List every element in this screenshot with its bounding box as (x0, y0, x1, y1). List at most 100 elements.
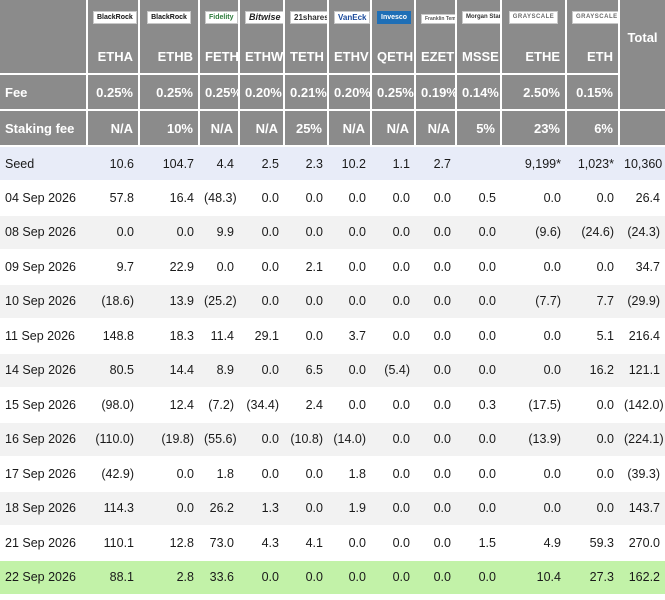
staking-fee-cell: 23% (501, 110, 567, 147)
flow-value: 10.6 (87, 146, 139, 181)
flow-value: 0.0 (371, 284, 415, 319)
flow-value: 0.0 (371, 491, 415, 526)
ticker-header: ETHA (87, 40, 140, 75)
fee-cell: 0.14% (456, 74, 502, 111)
flow-value: 57.8 (87, 180, 139, 216)
flow-value: 0.0 (371, 180, 415, 216)
fee-cell: 0.25% (87, 74, 140, 111)
flow-value: 0.0 (501, 180, 566, 216)
flow-value: 0.0 (328, 284, 371, 319)
flow-value: 0.0 (328, 249, 371, 285)
flow-value: 2.1 (284, 249, 328, 285)
staking-fee-cell: 10% (139, 110, 200, 147)
ticker-header: EZET (415, 40, 457, 75)
row-total: (224.1) (619, 422, 665, 457)
row-date: 08 Sep 2026 (0, 215, 87, 250)
flow-value: 26.2 (199, 491, 239, 526)
flow-value: 0.0 (139, 491, 199, 526)
issuer-logo-cell: GRAYSCALE (501, 0, 567, 40)
flow-value: 0.0 (501, 491, 566, 526)
ticker-header: ETHB (139, 40, 200, 75)
flow-value: 0.0 (371, 215, 415, 250)
issuer-logo-cell: BlackRock (139, 0, 200, 40)
blackrock-logo: BlackRock (93, 11, 137, 24)
corner-cell (0, 40, 88, 75)
row-total: 270.0 (619, 525, 665, 561)
issuer-logo-cell: Invesco (371, 0, 416, 40)
fee-label: Fee (0, 74, 88, 111)
flow-value: 0.0 (415, 456, 456, 492)
flow-value: 0.0 (328, 353, 371, 388)
flow-value: 0.0 (501, 456, 566, 492)
flow-value: 0.0 (328, 525, 371, 561)
flow-row: 09 Sep 2026 9.7 22.9 0.0 0.0 2.1 0.0 0.0 0.0 0.0 0… (0, 249, 665, 285)
flow-value: 0.0 (415, 180, 456, 216)
flow-value: 0.0 (284, 456, 328, 492)
flow-value: 0.0 (415, 525, 456, 561)
flow-value: 0.5 (456, 180, 501, 216)
flow-value: (48.3) (199, 180, 239, 216)
flow-value: (55.6) (199, 422, 239, 457)
flow-value: 0.0 (415, 353, 456, 388)
flow-value: 0.0 (456, 422, 501, 457)
flow-value: 148.8 (87, 318, 139, 354)
flow-value: 1.5 (456, 525, 501, 561)
flow-value: 0.0 (139, 456, 199, 492)
flow-value: 0.0 (415, 249, 456, 285)
flow-value: 0.0 (456, 284, 501, 319)
flow-value: 8.9 (199, 353, 239, 388)
flow-value: 0.0 (456, 560, 501, 595)
flow-row: 11 Sep 2026 148.8 18.3 11.4 29.1 0.0 3.7 0.0 0.0… (0, 318, 665, 354)
flow-row: 17 Sep 2026 (42.9) 0.0 1.8 0.0 0.0 1.8 0.0 0.0 0.… (0, 456, 665, 492)
flow-value: 0.0 (371, 422, 415, 457)
flow-value: 73.0 (199, 525, 239, 561)
flow-value: 10.2 (328, 146, 371, 181)
flow-value: 0.0 (139, 215, 199, 250)
franklin-templeton-logo: Franklin Templeton (421, 14, 454, 24)
row-date: 21 Sep 2026 (0, 525, 87, 561)
total-column-header: Total (619, 0, 665, 74)
row-date: 15 Sep 2026 (0, 387, 87, 423)
row-total: (39.3) (619, 456, 665, 492)
flow-value: 0.0 (239, 456, 284, 492)
flow-value: 0.0 (284, 284, 328, 319)
invesco-logo: Invesco (377, 11, 412, 24)
flow-value: 1.1 (371, 146, 415, 181)
row-total: (24.3) (619, 215, 665, 250)
issuer-logo-cell: Bitwise (239, 0, 285, 40)
flow-value: 2.4 (284, 387, 328, 423)
flow-value: 114.3 (87, 491, 139, 526)
flow-value: 0.0 (501, 353, 566, 388)
flow-value: 13.9 (139, 284, 199, 319)
flow-value: 9,199* (501, 146, 566, 181)
seed-label: Seed (0, 146, 87, 181)
flow-value: 0.0 (284, 318, 328, 354)
row-date: 22 Sep 2026 (0, 560, 87, 595)
flow-value: 7.7 (566, 284, 619, 319)
flow-value: 0.0 (456, 215, 501, 250)
fee-cell: 0.15% (566, 74, 620, 111)
flow-value: 0.0 (371, 560, 415, 595)
fee-cell: 0.20% (328, 74, 372, 111)
morgan-stanley-logo: Morgan Stanley (462, 11, 499, 24)
flow-value: 4.9 (501, 525, 566, 561)
flow-value: 88.1 (87, 560, 139, 595)
flow-value: (10.8) (284, 422, 328, 457)
flow-value: 18.3 (139, 318, 199, 354)
staking-fee-cell: N/A (199, 110, 240, 147)
flow-value: 0.0 (566, 422, 619, 457)
row-date: 16 Sep 2026 (0, 422, 87, 457)
flow-value: 0.0 (239, 180, 284, 216)
flow-value: 0.0 (199, 249, 239, 285)
flow-value: 0.0 (239, 422, 284, 457)
flow-value: 9.7 (87, 249, 139, 285)
grayscale-logo: GRAYSCALE (572, 11, 617, 24)
bitwise-logo: Bitwise (245, 11, 282, 24)
flow-value: 12.4 (139, 387, 199, 423)
flow-value: 0.0 (284, 491, 328, 526)
flow-row: 16 Sep 2026 (110.0) (19.8) (55.6) 0.0 (10.8)(… (0, 422, 665, 457)
issuer-logo-cell: Fidelity (199, 0, 240, 40)
flow-value: 2.7 (415, 146, 456, 181)
staking-fee-cell: 6% (566, 110, 620, 147)
ticker-header: FETH (199, 40, 240, 75)
